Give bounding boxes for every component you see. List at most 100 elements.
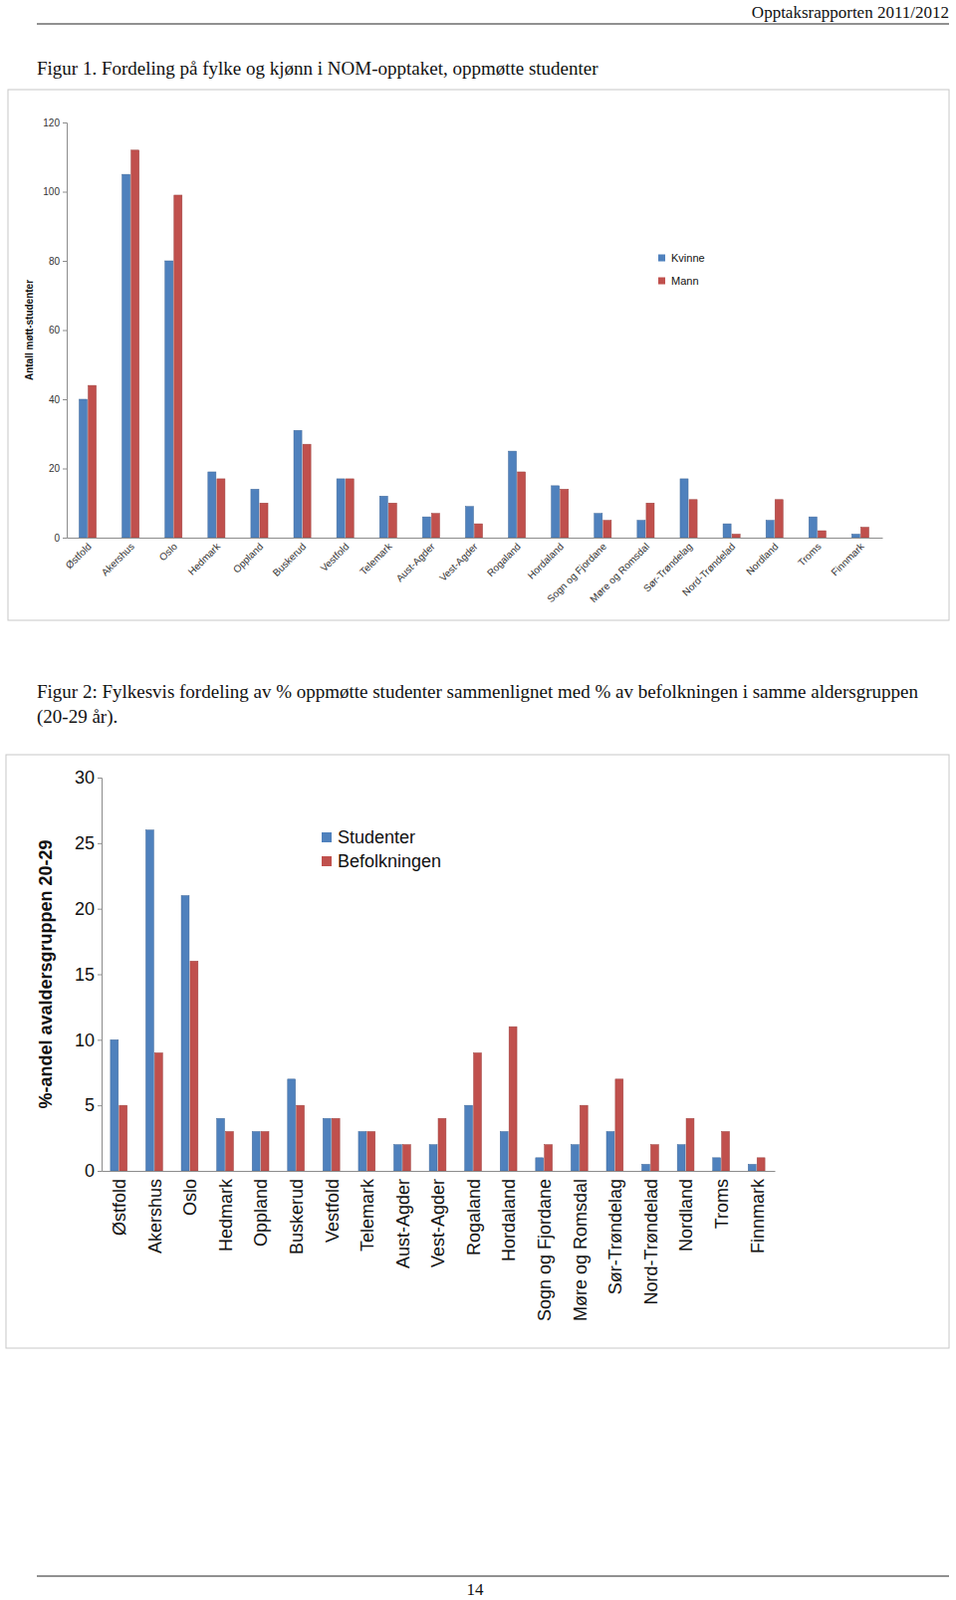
bar <box>331 1118 340 1172</box>
bar <box>860 527 869 538</box>
page-number: 14 <box>467 1580 485 1600</box>
x-tick-label: Oppland <box>231 540 266 576</box>
x-tick-label: Akershus <box>99 540 137 578</box>
x-tick: Buskerud <box>286 1179 307 1255</box>
y-tick: 30 <box>74 767 102 788</box>
y-tick: 20 <box>74 899 102 920</box>
x-tick-label: Rogaland <box>484 540 523 579</box>
y-tick-mark <box>97 777 102 779</box>
y-tick-label: 0 <box>84 1161 95 1182</box>
y-axis-title: %-andel avaldersgruppen 20-29 <box>35 839 56 1109</box>
x-tick-label: Oslo <box>157 540 181 564</box>
y-tick-mark <box>62 122 67 124</box>
x-axis: ØstfoldAkershusOsloHedmarkOpplandBuskeru… <box>63 538 884 606</box>
legend-swatch <box>321 856 332 867</box>
x-tick: Akershus <box>99 540 137 578</box>
x-tick: Nord-Trøndelad <box>641 1179 662 1305</box>
bar <box>110 1039 119 1172</box>
x-tick-label: Sør-Trøndelag <box>605 1179 626 1295</box>
figure-caption: Figur 2: Fylkesvis fordeling av % oppmøt… <box>36 679 919 729</box>
bar <box>508 451 517 538</box>
bar <box>174 195 183 538</box>
bar <box>145 830 154 1172</box>
legend-swatch <box>658 254 666 262</box>
y-tick-mark <box>62 260 67 262</box>
bar <box>615 1079 624 1172</box>
x-tick-label: Hordaland <box>498 1179 519 1262</box>
bar <box>731 534 740 538</box>
y-tick: 120 <box>42 117 67 129</box>
y-axis-line <box>97 778 103 1173</box>
x-tick-label: Hedmark <box>216 1178 237 1252</box>
plot-area <box>79 150 870 538</box>
chart: 051015202530ØstfoldAkershusOsloHedmarkOp… <box>5 754 950 1349</box>
x-tick: Rogaland <box>464 1179 484 1256</box>
y-tick-mark <box>62 330 67 332</box>
legend-label: Mann <box>671 274 700 287</box>
bar <box>808 516 817 538</box>
x-tick: Hedmark <box>216 1178 237 1252</box>
x-tick-label: Sogn og Fjordane <box>534 1179 555 1322</box>
y-tick-label: 80 <box>48 255 61 267</box>
y-tick-label: 20 <box>48 463 61 475</box>
x-tick-label: Akershus <box>145 1179 166 1254</box>
x-tick: Finnmark <box>747 1178 768 1254</box>
page: Opptaksrapporten 2011/201214020406080100… <box>0 0 956 1600</box>
y-tick-label: 40 <box>48 394 61 406</box>
bar <box>226 1132 235 1173</box>
bar <box>774 499 783 538</box>
figure-caption: Figur 1. Fordeling på fylke og kjønn i N… <box>36 55 934 81</box>
bar <box>465 1105 474 1172</box>
x-tick: Hedmark <box>186 539 224 577</box>
bar <box>756 1158 765 1172</box>
bar <box>293 430 302 538</box>
x-tick: Vest-Agder <box>437 540 480 584</box>
legend-swatch <box>321 832 332 843</box>
x-tick: Aust-Agder <box>394 540 439 585</box>
y-tick-mark <box>97 909 102 911</box>
y-tick-label: 20 <box>74 899 95 920</box>
bar <box>322 1118 331 1172</box>
bar <box>851 534 860 538</box>
y-tick: 10 <box>74 1030 102 1051</box>
bar <box>358 1132 367 1173</box>
x-tick: Oslo <box>157 540 181 564</box>
y-tick-mark <box>97 1171 102 1173</box>
x-tick-label: Oslo <box>180 1179 201 1216</box>
page-header: Opptaksrapporten 2011/2012 <box>751 2 950 22</box>
x-tick-label: Hordaland <box>525 540 566 581</box>
x-tick-label: Nordland <box>743 540 780 577</box>
x-tick-label: Nord-Trøndelad <box>680 540 737 598</box>
bar <box>402 1145 411 1172</box>
y-tick-label: 10 <box>74 1030 95 1051</box>
bar <box>677 1145 686 1172</box>
x-tick: Hordaland <box>525 540 566 581</box>
legend-label: Kvinne <box>671 251 706 264</box>
bar <box>817 530 826 538</box>
y-tick-label: 30 <box>74 767 95 788</box>
bar <box>765 520 774 538</box>
x-tick-label: Aust-Agder <box>393 1179 414 1269</box>
x-tick: Oppland <box>250 1179 271 1247</box>
y-axis: 051015202530 <box>74 767 103 1182</box>
x-tick: Vest-Agder <box>428 1179 449 1268</box>
x-tick-label: Vestfold <box>322 1179 343 1243</box>
y-tick-label: 0 <box>53 532 60 544</box>
legend: Kvinne Mann <box>658 251 706 287</box>
x-tick-label: Vestfold <box>318 540 352 574</box>
bar <box>475 523 483 538</box>
x-tick: Sogn og Fjordane <box>534 1179 555 1322</box>
bar <box>579 1105 588 1172</box>
bar <box>302 444 311 538</box>
x-tick-label: Troms <box>712 1179 732 1229</box>
legend-swatch <box>658 277 666 285</box>
x-tick: Troms <box>712 1179 732 1229</box>
bar <box>465 506 474 538</box>
bar <box>422 516 431 538</box>
bar <box>131 150 140 538</box>
bar <box>88 385 97 538</box>
x-tick: Buskerud <box>270 540 309 579</box>
legend-label: Studenter <box>337 827 416 848</box>
bar <box>570 1145 579 1172</box>
bar <box>680 478 689 538</box>
